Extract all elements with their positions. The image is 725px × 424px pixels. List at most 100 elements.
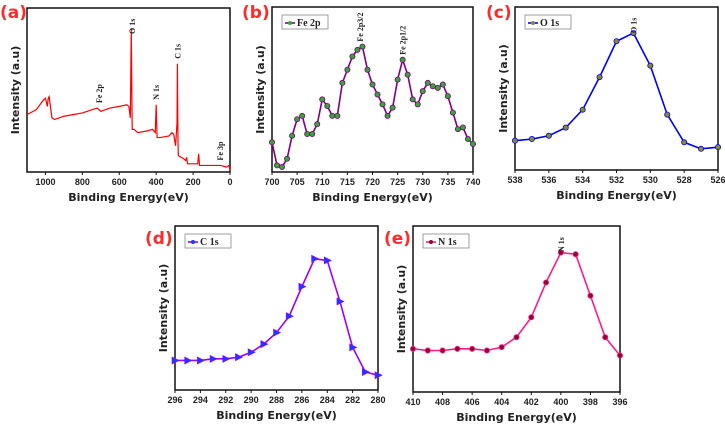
panel-label: (a) bbox=[0, 3, 27, 23]
data-point bbox=[319, 96, 326, 103]
x-tick-label: 700 bbox=[264, 177, 279, 187]
data-point bbox=[260, 340, 269, 349]
panel-label: (b) bbox=[242, 3, 270, 23]
data-point bbox=[379, 101, 386, 108]
data-point bbox=[647, 62, 654, 69]
x-tick-label: 400 bbox=[553, 397, 568, 407]
data-point bbox=[681, 139, 688, 146]
legend-label: N 1s bbox=[438, 237, 457, 248]
data-point bbox=[298, 282, 307, 291]
legend-marker bbox=[429, 240, 433, 244]
x-tick-label: 536 bbox=[541, 175, 556, 185]
peak-annotation: Fe 2p3/2 bbox=[356, 12, 365, 41]
x-tick-label: 286 bbox=[294, 395, 309, 405]
data-point bbox=[454, 126, 461, 133]
data-point bbox=[336, 297, 345, 306]
data-point bbox=[235, 353, 244, 362]
peak-annotation: C 1s bbox=[0, 0, 15, 2]
data-point bbox=[557, 249, 564, 256]
data-point bbox=[389, 104, 396, 111]
x-tick-label: 530 bbox=[643, 175, 658, 185]
x-axis-label: Binding Energy(eV) bbox=[456, 411, 576, 424]
x-tick-label: 730 bbox=[415, 177, 430, 187]
data-point bbox=[369, 81, 376, 88]
peak-annotation: C 1s bbox=[173, 44, 182, 59]
data-point bbox=[454, 345, 461, 352]
data-point bbox=[434, 84, 441, 91]
x-tick-label: 725 bbox=[390, 177, 405, 187]
x-tick-label: 288 bbox=[269, 395, 284, 405]
legend-label: C 1s bbox=[200, 237, 219, 248]
data-point bbox=[268, 139, 275, 146]
peak-annotation: Fe 2p1/2 bbox=[399, 26, 408, 55]
x-tick-label: 600 bbox=[112, 177, 127, 187]
x-tick-label: 0 bbox=[227, 177, 232, 187]
x-tick-label: 398 bbox=[583, 397, 598, 407]
x-tick-label: 284 bbox=[320, 395, 335, 405]
data-point bbox=[630, 30, 637, 37]
data-point bbox=[304, 131, 311, 138]
x-tick-label: 720 bbox=[365, 177, 380, 187]
x-tick-label: 538 bbox=[507, 175, 522, 185]
data-point bbox=[404, 71, 411, 78]
data-point bbox=[483, 347, 490, 354]
y-axis-label: Intensity (a.u) bbox=[395, 265, 408, 354]
x-tick-label: 715 bbox=[340, 177, 355, 187]
data-point bbox=[512, 137, 519, 144]
data-point bbox=[294, 116, 301, 123]
panel-d: (d) 296 294 292 290 288 286 284 282 280 Binding En… bbox=[0, 0, 386, 422]
legend-marker bbox=[191, 240, 195, 244]
plot-frame bbox=[412, 225, 621, 393]
data-point bbox=[289, 132, 296, 139]
data-point bbox=[664, 111, 671, 118]
data-point bbox=[273, 328, 282, 337]
data-point bbox=[424, 79, 431, 86]
x-tick-label: 294 bbox=[193, 395, 208, 405]
peak-annotation: O 1s bbox=[128, 19, 137, 34]
data-point bbox=[309, 131, 316, 138]
data-point bbox=[587, 292, 594, 299]
data-point bbox=[399, 56, 406, 63]
x-tick-label: 735 bbox=[440, 177, 455, 187]
data-point bbox=[284, 155, 291, 162]
data-point bbox=[498, 344, 505, 351]
data-point bbox=[285, 312, 294, 321]
data-point bbox=[409, 345, 416, 352]
series-line bbox=[175, 257, 379, 377]
x-axis-label: Binding Energy(eV) bbox=[68, 191, 188, 204]
data-point bbox=[414, 101, 421, 108]
data-point bbox=[444, 93, 451, 100]
data-point bbox=[329, 112, 336, 119]
data-point bbox=[274, 162, 281, 169]
data-point bbox=[562, 124, 569, 131]
panel-a: (a) 1000 800 600 400 200 0 Binding Energy(eV) In… bbox=[0, 3, 233, 204]
y-axis-label: Intensity (a.u) bbox=[157, 264, 170, 353]
x-tick-label: 532 bbox=[609, 175, 624, 185]
x-tick-label: 1000 bbox=[35, 177, 55, 187]
plot-frame bbox=[174, 225, 379, 391]
peak-annotation: N 1s bbox=[557, 237, 566, 252]
data-point bbox=[579, 106, 586, 113]
data-point bbox=[349, 343, 358, 352]
data-point bbox=[469, 140, 476, 147]
plot-frame bbox=[514, 6, 719, 171]
x-tick-label: 200 bbox=[186, 177, 201, 187]
legend-label: O 1s bbox=[540, 18, 559, 29]
peak-annotation: Fe 3p bbox=[216, 141, 225, 160]
peak-annotation: Fe 2p bbox=[95, 84, 104, 103]
data-point bbox=[171, 356, 180, 365]
x-tick-label: 800 bbox=[75, 177, 90, 187]
legend-marker bbox=[531, 21, 535, 25]
x-tick-label: 280 bbox=[370, 395, 385, 405]
x-tick-label: 710 bbox=[315, 177, 330, 187]
data-point bbox=[222, 354, 231, 363]
data-point bbox=[602, 334, 609, 341]
legend-box bbox=[524, 14, 572, 30]
x-axis-label: Binding Energy(eV) bbox=[556, 189, 676, 202]
y-axis-label: Intensity (a.u) bbox=[254, 45, 267, 134]
x-tick-label: 396 bbox=[612, 397, 627, 407]
data-point bbox=[314, 121, 321, 128]
x-tick-label: 410 bbox=[405, 397, 420, 407]
panel-e: (e) 410 408 406 404 402 400 398 396 Binding Energ… bbox=[384, 225, 628, 424]
